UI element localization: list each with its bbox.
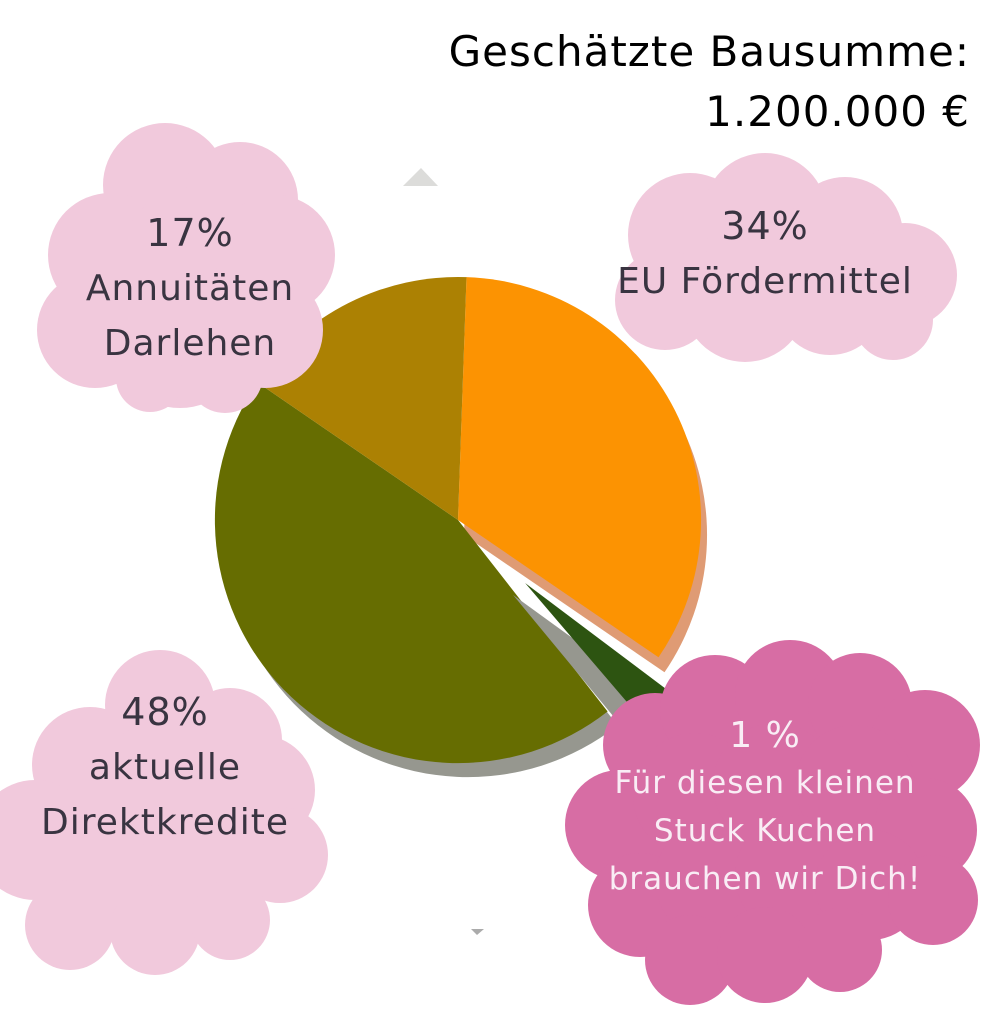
cloud-blob-circle [116, 344, 184, 412]
chart-title: Geschätzte Bausumme: 1.200.000 € [449, 22, 970, 142]
cloud-blob-circle [190, 880, 270, 960]
cloud-blob-circle [187, 337, 263, 413]
decor-triangle-top-icon [403, 168, 438, 186]
callout-eu-label: EU Fördermittel [617, 261, 913, 302]
cloud-blob-circle [645, 915, 735, 1005]
pie-slice-eu-foerdermittel [458, 277, 702, 658]
cloud-brauchen-wir-dich [565, 640, 980, 1005]
callout-dich-label-line3: brauchen wir Dich! [608, 861, 922, 897]
pie-slice-direktkredite [214, 382, 608, 764]
cloud-blob-circle [232, 807, 328, 903]
decor-triangle-bottom-icon [471, 929, 484, 935]
callout-dich-pct: 1 % [729, 715, 801, 756]
cloud-blob-circle [110, 885, 200, 975]
chart-title-line2: 1.200.000 € [705, 87, 970, 136]
chart-title-line1: Geschätzte Bausumme: [448, 27, 970, 76]
callout-direktkredite-pct: 48% [121, 690, 209, 734]
cloud-blob-circle [888, 855, 978, 945]
cloud-blob-circle [25, 880, 115, 970]
pie-slices [214, 276, 708, 778]
callout-brauchen-wir-dich: 1 % Für diesen kleinen Stuck Kuchen brau… [575, 713, 955, 903]
callout-direktkredite-label-line1: aktuelle [88, 747, 242, 788]
cloud-direktkredite [0, 650, 328, 975]
callout-direktkredite: 48% aktuelle Direktkredite [15, 685, 315, 850]
cloud-annuitaeten-darlehen [37, 123, 335, 413]
callout-annuitaeten-label-line2: Darlehen [103, 323, 277, 364]
callout-dich-label-line1: Für diesen kleinen [614, 765, 916, 801]
callout-eu-pct: 34% [721, 204, 809, 248]
callout-eu-foerdermittel: 34% EU Fördermittel [605, 198, 925, 310]
cloud-eu-foerdermittel [615, 153, 957, 362]
callout-dich-label-line2: Stuck Kuchen [653, 813, 877, 849]
cloud-blob-circle [798, 908, 882, 992]
cloud-blob-circle [717, 907, 813, 1003]
callout-annuitaeten-pct: 17% [146, 211, 234, 255]
cloud-blob-circle [853, 280, 933, 360]
callout-annuitaeten-label-line1: Annuitäten [85, 268, 295, 309]
callout-direktkredite-label-line2: Direktkredite [41, 802, 289, 843]
pie-slice-dich-exploded [525, 583, 679, 729]
cloud-blob-circle [683, 238, 807, 362]
callout-annuitaeten-darlehen: 17% Annuitäten Darlehen [55, 206, 325, 371]
